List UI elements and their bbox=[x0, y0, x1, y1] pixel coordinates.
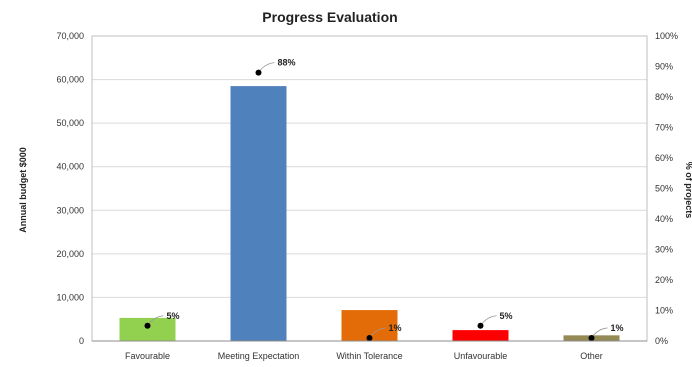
percent-point bbox=[477, 322, 484, 329]
bars bbox=[119, 86, 620, 341]
gridlines bbox=[92, 35, 647, 298]
y-tick-right: 0% bbox=[655, 336, 668, 346]
plot-frame bbox=[91, 35, 648, 342]
percent-point bbox=[366, 334, 373, 341]
bar-meeting-expectation bbox=[230, 86, 287, 341]
percent-point bbox=[255, 69, 262, 76]
y-axis-title-right: % of projects bbox=[684, 162, 692, 219]
bar-favourable bbox=[119, 317, 176, 341]
y-tick-left: 0 bbox=[79, 336, 84, 346]
y-tick-left: 60,000 bbox=[56, 75, 84, 85]
y-tick-right: 40% bbox=[655, 214, 673, 224]
y-tick-right: 90% bbox=[655, 62, 673, 72]
y-tick-left: 10,000 bbox=[56, 292, 84, 302]
y-tick-left: 40,000 bbox=[56, 162, 84, 172]
y-tick-right: 70% bbox=[655, 123, 673, 133]
y-tick-right: 10% bbox=[655, 306, 673, 316]
y-tick-left: 70,000 bbox=[56, 31, 84, 41]
y-tick-left: 20,000 bbox=[56, 249, 84, 259]
percent-point bbox=[588, 334, 595, 341]
y-tick-right: 50% bbox=[655, 184, 673, 194]
percent-data-label: 5% bbox=[167, 311, 180, 321]
y-tick-right: 60% bbox=[655, 153, 673, 163]
x-tick-label: Unfavourable bbox=[454, 351, 508, 361]
percent-point bbox=[144, 322, 151, 329]
y-tick-left: 50,000 bbox=[56, 118, 84, 128]
x-tick-label: Meeting Expectation bbox=[218, 351, 300, 361]
y-tick-left: 30,000 bbox=[56, 205, 84, 215]
x-tick-label: Other bbox=[580, 351, 603, 361]
x-tick-label: Within Tolerance bbox=[336, 351, 402, 361]
percent-data-label: 1% bbox=[389, 323, 402, 333]
percent-markers: 5% 88% 1% 5% 1% bbox=[144, 58, 624, 341]
percent-data-label: 5% bbox=[500, 311, 513, 321]
y-tick-right: 30% bbox=[655, 245, 673, 255]
axes: 0 10,000 20,000 30,000 40,000 50,000 60,000 70,… bbox=[56, 31, 678, 361]
percent-data-label: 1% bbox=[611, 323, 624, 333]
y-tick-right: 80% bbox=[655, 92, 673, 102]
x-tick-label: Favourable bbox=[125, 351, 170, 361]
y-tick-right: 20% bbox=[655, 275, 673, 285]
bar-unfavourable bbox=[452, 330, 509, 341]
chart-title: Progress Evaluation bbox=[262, 9, 397, 25]
y-axis-title-left: Annual budget $000 bbox=[18, 147, 28, 233]
y-tick-right: 100% bbox=[655, 31, 678, 41]
percent-data-label: 88% bbox=[278, 58, 296, 68]
